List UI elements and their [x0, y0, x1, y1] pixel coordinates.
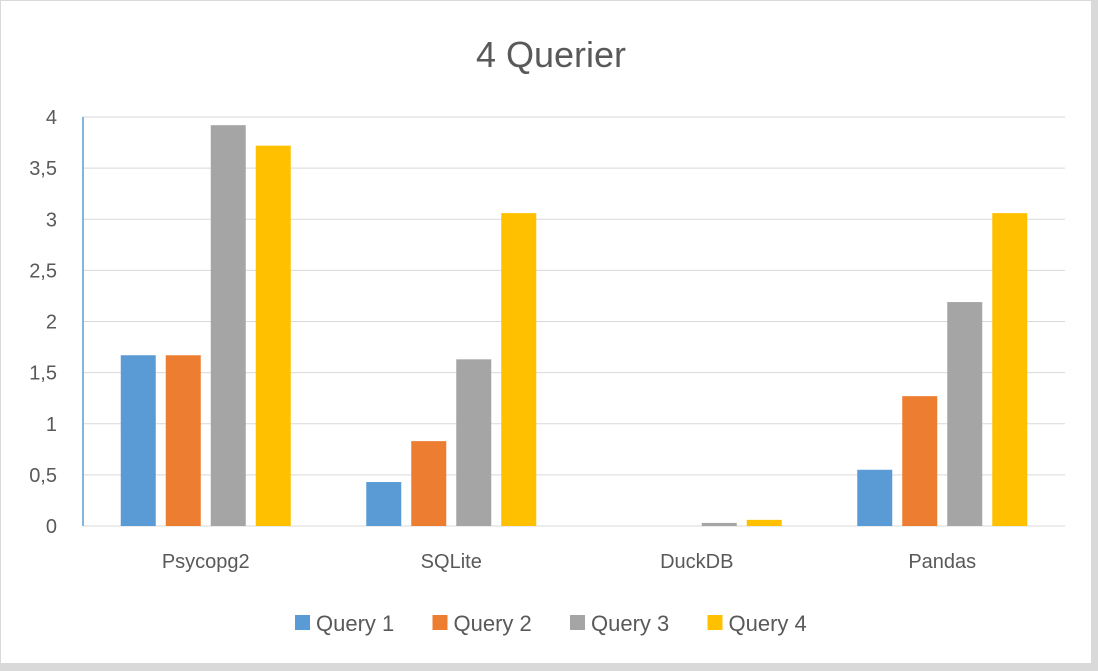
- bar: [411, 441, 447, 526]
- bar: [857, 469, 893, 526]
- y-tick-label: 0: [46, 516, 57, 538]
- legend-label: Query 4: [729, 611, 807, 636]
- chart-title: 4 Querier: [476, 34, 626, 75]
- y-tick-label: 2,5: [29, 260, 57, 282]
- x-tick-label: Psycopg2: [162, 551, 250, 573]
- y-tick-label: 1: [46, 414, 57, 436]
- legend: Query 1 Query 2 Query 3 Query 4: [295, 611, 807, 636]
- bar: [501, 213, 537, 527]
- bar: [902, 396, 938, 526]
- bar: [992, 213, 1028, 527]
- y-axis-ticks: 0 0,5 1 1,5 2 2,5 3 3,5 4: [29, 107, 57, 538]
- legend-swatch: [295, 615, 310, 630]
- x-tick-label: DuckDB: [660, 551, 733, 573]
- y-tick-label: 3: [46, 209, 57, 231]
- bar: [165, 355, 201, 526]
- bar: [746, 519, 782, 526]
- bar: [366, 482, 402, 526]
- bar: [456, 359, 492, 526]
- legend-label: Query 3: [591, 611, 669, 636]
- legend-label: Query 2: [454, 611, 532, 636]
- x-tick-label: Pandas: [908, 551, 976, 573]
- legend-swatch: [707, 615, 723, 630]
- bars: [120, 125, 1028, 527]
- x-tick-label: SQLite: [421, 551, 482, 573]
- y-tick-label: 0,5: [29, 465, 57, 487]
- bar: [120, 355, 156, 526]
- legend-swatch: [432, 615, 448, 630]
- y-tick-label: 2: [46, 312, 57, 334]
- x-axis-ticks: Psycopg2 SQLite DuckDB Pandas: [162, 551, 976, 573]
- gridlines: [82, 116, 1065, 527]
- y-tick-label: 1,5: [29, 363, 57, 385]
- bar: [947, 302, 983, 526]
- legend-label: Query 1: [316, 611, 394, 636]
- y-tick-label: 4: [46, 107, 57, 129]
- y-tick-label: 3,5: [29, 158, 57, 180]
- bar: [255, 145, 291, 526]
- bar: [210, 125, 246, 527]
- bar: [701, 522, 737, 526]
- legend-swatch: [570, 615, 585, 630]
